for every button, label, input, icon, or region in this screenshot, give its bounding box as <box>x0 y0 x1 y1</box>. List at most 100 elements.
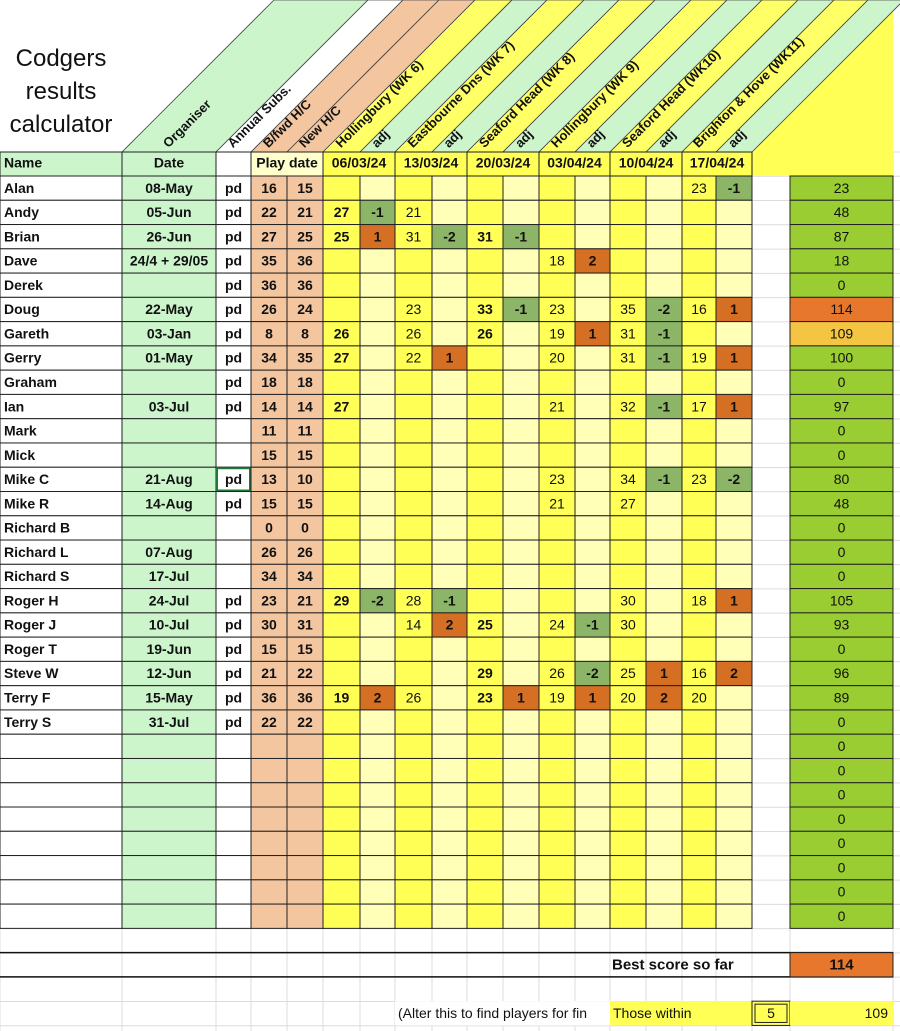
score-cell <box>681 806 717 832</box>
adj-cell <box>359 466 396 493</box>
adj-cell <box>574 636 611 662</box>
adj-cell <box>574 757 611 784</box>
name-cell <box>0 248 123 274</box>
paid-flag: pd <box>225 690 242 706</box>
adj-cell <box>715 563 753 590</box>
threshold-bg <box>790 1001 893 1026</box>
score-cell <box>322 272 361 298</box>
paid-flag: pd <box>225 228 242 244</box>
score-cell <box>466 903 504 929</box>
paid-cell <box>215 272 252 298</box>
paid-cell <box>215 855 252 881</box>
adj-cell <box>502 855 540 881</box>
score-cell <box>322 515 361 541</box>
date-cell <box>121 636 217 662</box>
score: 18 <box>691 592 707 608</box>
bfwd-handicap: 36 <box>261 690 277 706</box>
score-cell <box>538 515 576 541</box>
score-cell <box>609 733 647 759</box>
adj-cell <box>359 806 396 832</box>
adj-cell <box>715 491 753 517</box>
bfwd-handicap: 15 <box>261 641 277 657</box>
date-cell <box>121 563 217 590</box>
total-score: 80 <box>834 471 850 487</box>
total-cell <box>789 709 894 735</box>
bfwd-handicap: 13 <box>261 471 277 487</box>
player-name: Steve W <box>4 665 59 681</box>
adjustment: -1 <box>586 617 599 633</box>
score-cell <box>322 855 361 881</box>
paid-cell <box>215 782 252 808</box>
adj-cell <box>359 248 396 274</box>
total-score: 0 <box>838 568 846 584</box>
score-cell <box>681 296 717 323</box>
score-cell <box>466 757 504 784</box>
score-cell <box>322 782 361 808</box>
total-cell <box>789 199 894 226</box>
adj-cell <box>431 709 468 735</box>
handicap-cell <box>250 830 288 857</box>
score: 25 <box>334 228 350 244</box>
adj-cell <box>502 224 540 250</box>
score-cell <box>394 515 433 541</box>
score-cell <box>394 272 433 298</box>
total-score: 0 <box>838 447 846 463</box>
score-cell <box>538 199 576 226</box>
new-handicap: 8 <box>301 325 309 341</box>
adj-cell <box>502 588 540 614</box>
date-cell <box>121 782 217 808</box>
score: 35 <box>620 301 636 317</box>
organiser-date: 26-Jun <box>146 228 191 244</box>
adjustment: 2 <box>446 617 454 633</box>
score-cell <box>466 418 504 444</box>
player-name: Mark <box>4 423 37 439</box>
adj-cell <box>431 879 468 905</box>
player-name: Mike R <box>4 495 49 511</box>
organiser-date: 03-Jul <box>149 398 189 414</box>
player-name: Derek <box>4 277 43 293</box>
header-label: 20/03/24 <box>476 155 531 171</box>
date-cell <box>121 418 217 444</box>
total-score: 0 <box>838 520 846 536</box>
adj-cell <box>645 782 683 808</box>
score-cell <box>681 855 717 881</box>
new-handicap: 26 <box>297 544 313 560</box>
adj-cell <box>574 345 611 371</box>
score-cell <box>466 272 504 298</box>
filter-within[interactable]: 5 <box>767 1005 775 1021</box>
adj-cell <box>431 466 468 493</box>
handicap-cell <box>250 345 288 371</box>
adj-cell <box>502 272 540 298</box>
bfwd-handicap: 0 <box>265 520 273 536</box>
adj-cell <box>359 733 396 759</box>
paid-cell <box>215 199 252 226</box>
adj-cell <box>574 491 611 517</box>
score-cell <box>609 709 647 735</box>
score-cell <box>609 806 647 832</box>
name-cell <box>0 442 123 468</box>
adj-cell <box>574 855 611 881</box>
player-name: Richard S <box>4 568 69 584</box>
score-cell <box>609 660 647 687</box>
handicap-cell <box>286 369 324 395</box>
paid-cell <box>215 418 252 444</box>
score: 21 <box>549 398 565 414</box>
score: 22 <box>406 350 422 366</box>
score-cell <box>466 466 504 493</box>
adj-cell <box>359 175 396 201</box>
organiser-date: 19-Jun <box>146 641 191 657</box>
handicap-cell <box>286 830 324 857</box>
score-cell <box>681 612 717 638</box>
score-cell <box>394 321 433 347</box>
paid-cell <box>215 830 252 857</box>
adjustment: 1 <box>589 325 597 341</box>
score: 31 <box>620 325 636 341</box>
paid-flag: pd <box>225 374 242 390</box>
adj-cell <box>431 660 468 687</box>
name-cell <box>0 806 123 832</box>
adj-cell <box>574 733 611 759</box>
new-handicap: 21 <box>297 592 313 608</box>
score-cell <box>609 393 647 420</box>
score-cell <box>394 733 433 759</box>
adj-cell <box>359 757 396 784</box>
